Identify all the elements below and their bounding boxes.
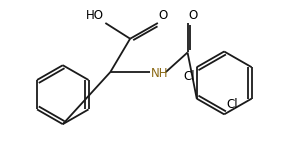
Text: HO: HO [85,9,103,22]
Text: Cl: Cl [226,98,238,111]
Text: O: O [189,9,198,22]
Text: NH: NH [151,67,168,80]
Text: Cl: Cl [183,70,195,83]
Text: O: O [159,9,168,22]
